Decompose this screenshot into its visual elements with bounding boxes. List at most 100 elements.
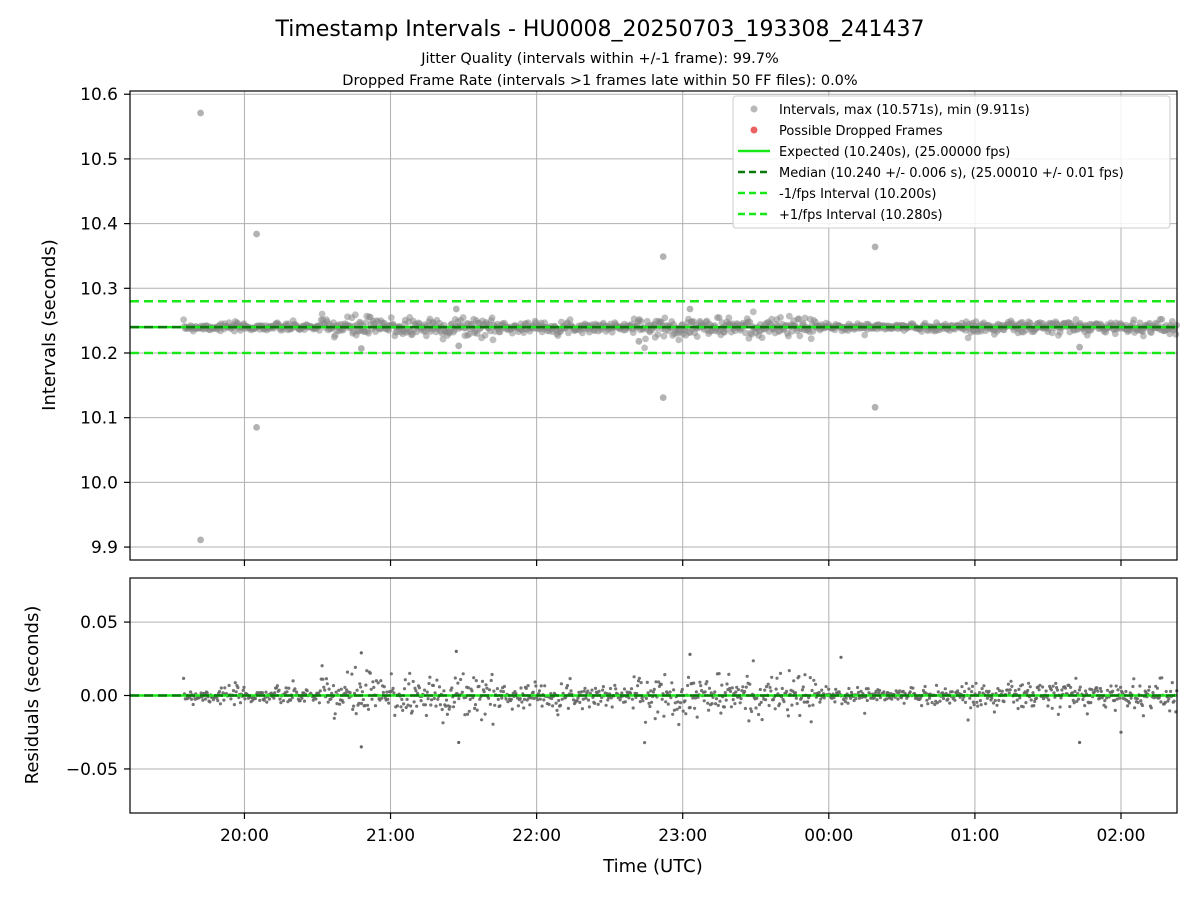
residual-point — [550, 696, 554, 701]
residual-point — [557, 698, 561, 703]
residual-point — [495, 687, 499, 691]
residual-point — [488, 702, 492, 706]
residual-point — [290, 696, 294, 700]
residual-point — [966, 718, 970, 722]
residual-point — [277, 688, 281, 692]
residual-point — [982, 684, 986, 688]
residual-point — [483, 712, 487, 716]
residual-point — [491, 722, 495, 726]
residual-point — [1047, 698, 1051, 702]
residual-point — [540, 704, 544, 708]
residual-point — [586, 689, 590, 693]
legend-label: -1/fps Interval (10.200s) — [779, 187, 936, 202]
residual-point — [686, 675, 691, 680]
residual-point — [738, 701, 742, 705]
residual-point — [321, 677, 325, 681]
residual-point — [426, 697, 430, 701]
residual-point — [899, 696, 904, 700]
residual-point — [285, 690, 289, 694]
residual-point — [414, 689, 418, 693]
interval-point — [661, 314, 669, 322]
residual-outlier-point — [454, 649, 458, 654]
residual-point — [480, 718, 484, 722]
residual-point — [675, 707, 679, 711]
y-tick-label: 10.4 — [80, 215, 118, 235]
residual-point — [471, 696, 475, 700]
residual-point — [1090, 688, 1094, 692]
residual-point — [522, 706, 526, 710]
interval-point — [675, 336, 683, 344]
residual-point — [501, 690, 506, 694]
residual-point — [1017, 687, 1021, 692]
residual-point — [963, 700, 968, 705]
residual-point — [1021, 705, 1025, 709]
residual-point — [763, 688, 767, 692]
interval-point — [801, 314, 809, 322]
residual-point — [764, 698, 768, 702]
residual-point — [423, 703, 428, 707]
residual-point — [608, 686, 613, 691]
residual-point — [766, 682, 770, 686]
residual-point — [586, 698, 591, 702]
intervals-panel: 9.9 10.0 10.1 10.2 10.3 10.4 10.5 10.6 Interval… — [39, 85, 1181, 566]
residual-point — [854, 697, 858, 701]
residual-point — [1081, 697, 1085, 702]
residual-point — [534, 684, 538, 688]
residual-point — [847, 686, 851, 691]
residual-point — [935, 701, 940, 705]
residual-point — [739, 697, 743, 701]
residual-point — [1149, 706, 1153, 710]
interval-point — [725, 314, 733, 322]
residual-point — [189, 690, 193, 694]
residual-point — [601, 685, 606, 689]
residual-point — [231, 689, 236, 693]
interval-point — [660, 332, 668, 340]
residual-point — [698, 680, 702, 684]
residual-point — [877, 691, 881, 695]
residual-point — [223, 686, 227, 690]
residual-point — [971, 700, 975, 704]
residual-point — [582, 689, 586, 693]
residual-point — [339, 687, 343, 691]
residual-point — [581, 697, 585, 701]
interval-point — [1158, 315, 1166, 323]
interval-point — [459, 314, 467, 321]
residual-point — [440, 707, 444, 712]
residual-point — [1029, 698, 1033, 702]
residual-point — [302, 699, 307, 703]
residual-point — [410, 709, 414, 713]
residual-point — [727, 672, 731, 677]
interval-outlier-point — [635, 337, 643, 345]
residual-point — [1135, 697, 1139, 701]
residual-point — [229, 697, 233, 701]
residual-point — [1068, 705, 1072, 709]
residual-point — [262, 698, 266, 702]
residual-point — [1095, 686, 1099, 690]
residual-point — [502, 684, 506, 689]
residual-point — [399, 705, 403, 709]
residual-point — [423, 688, 427, 692]
residual-point — [636, 679, 641, 683]
residual-point — [1010, 684, 1014, 689]
residual-point — [911, 686, 915, 690]
residual-point — [980, 687, 984, 691]
residual-point — [577, 690, 581, 695]
residual-point — [597, 689, 601, 693]
interval-outlier-point — [197, 536, 205, 544]
residual-point — [792, 679, 796, 683]
interval-point — [796, 332, 804, 340]
interval-point — [508, 329, 516, 337]
residual-point — [639, 681, 643, 685]
residual-point — [755, 696, 759, 700]
residual-point — [480, 679, 485, 684]
residual-outlier-point — [1119, 730, 1123, 734]
residual-point — [400, 697, 404, 702]
residual-point — [1147, 685, 1152, 689]
residual-point — [691, 696, 695, 700]
residual-point — [350, 672, 354, 676]
residual-point — [671, 712, 675, 716]
residual-point — [432, 696, 436, 701]
residual-point — [584, 696, 588, 700]
residual-point — [723, 691, 727, 695]
residual-point — [728, 686, 732, 691]
